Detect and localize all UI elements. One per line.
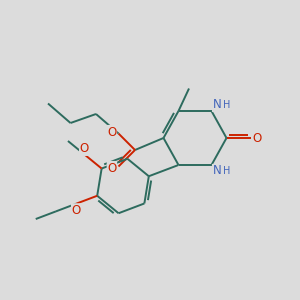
- Text: O: O: [253, 131, 262, 145]
- Text: O: O: [107, 161, 116, 175]
- Text: O: O: [71, 204, 81, 217]
- Text: N: N: [212, 98, 221, 112]
- Text: H: H: [224, 100, 231, 110]
- Text: N: N: [212, 164, 221, 178]
- Text: O: O: [80, 142, 89, 155]
- Text: O: O: [107, 125, 116, 139]
- Text: H: H: [224, 166, 231, 176]
